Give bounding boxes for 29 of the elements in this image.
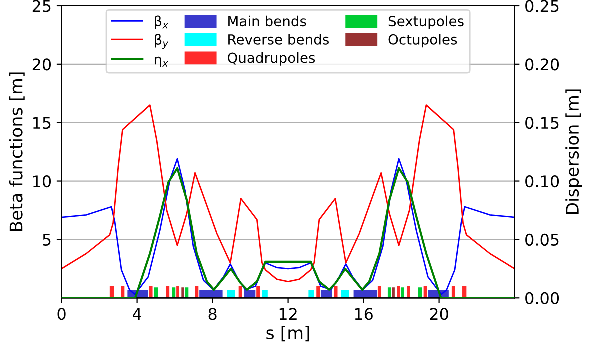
legend-label: Sextupoles [388, 16, 464, 30]
y-axis-title: Beta functions [m] [9, 72, 25, 232]
y-tick-label: 25 [32, 0, 51, 12]
y2-tick-label: 0.00 [526, 292, 560, 304]
x-tick-label: 8 [208, 308, 217, 320]
y2-tick-label: 0.05 [526, 234, 559, 246]
legend-label: Octupoles [388, 34, 458, 48]
x-tick-label: 20 [430, 308, 448, 320]
y-tick-label: 5 [43, 234, 51, 246]
x-tick-label: 0 [58, 308, 66, 320]
x-tick-label: 4 [133, 308, 142, 320]
y-tick-label: 10 [34, 175, 52, 188]
legend-label: Reverse bends [228, 34, 329, 45]
y2-tick-label: 0.20 [526, 58, 560, 71]
y2-tick-label: 0.25 [526, 0, 559, 12]
y2-axis-title: Dispersion [m] [566, 90, 582, 214]
legend-label: η$_{x}$ [154, 56, 168, 68]
x-tick-label: 12 [280, 308, 297, 320]
legend-label: Main bends [228, 16, 306, 27]
x-tick-label: 16 [355, 308, 373, 320]
line-series [62, 104, 515, 282]
legend-label: β$_{x}$ [155, 16, 169, 30]
y2-tick-label: 0.15 [526, 117, 559, 130]
y-tick-label: 15 [34, 117, 51, 130]
y2-tick-label: 0.10 [526, 175, 560, 188]
legend-label: Quadrupoles [228, 52, 316, 66]
legend-label: β$_{y}$ [155, 34, 169, 50]
x-axis-title: s [m] [266, 326, 310, 342]
y-tick-label: 20 [32, 58, 52, 71]
